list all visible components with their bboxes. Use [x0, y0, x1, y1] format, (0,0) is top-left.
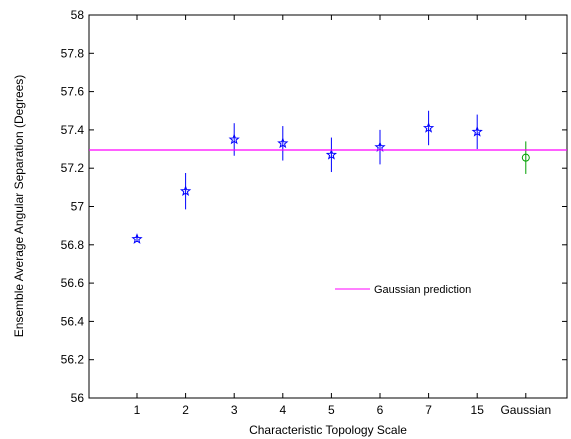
y-tick-label: 56.8	[61, 238, 85, 252]
y-tick-label: 57	[71, 200, 85, 214]
y-tick-label: 57.6	[61, 85, 85, 99]
legend-label-gaussian-prediction: Gaussian prediction	[374, 284, 471, 296]
y-tick-label: 57.8	[61, 46, 85, 60]
y-tick-label: 57.2	[61, 161, 85, 175]
x-tick-label: 15	[471, 403, 485, 417]
x-tick-label: 1	[134, 403, 141, 417]
x-tick-label: 4	[279, 403, 286, 417]
x-tick-label: Gaussian	[500, 403, 551, 417]
data-point-star	[374, 141, 386, 152]
data-point-star	[228, 133, 240, 145]
data-point-star	[179, 185, 192, 196]
y-tick-label: 56.6	[61, 276, 85, 290]
data-point-star	[471, 125, 483, 137]
x-tick-label: 7	[425, 403, 432, 417]
x-tick-label: 5	[328, 403, 335, 417]
y-tick-label: 57.4	[61, 123, 85, 137]
data-point-star	[422, 122, 435, 133]
y-tick-label: 58	[71, 8, 85, 22]
y-tick-label: 56.2	[61, 353, 85, 367]
y-tick-label: 56.4	[61, 314, 85, 328]
x-tick-label: 2	[182, 403, 189, 417]
data-point-circle	[521, 153, 530, 162]
data-point-star	[131, 233, 143, 244]
plot-area	[88, 14, 568, 399]
legend: Gaussian prediction	[335, 284, 471, 296]
x-tick-label: 6	[377, 403, 384, 417]
x-axis-title: Characteristic Topology Scale	[249, 423, 407, 437]
data-marks	[89, 110, 567, 244]
y-tick-label: 56	[71, 391, 85, 405]
x-tick-label: 3	[231, 403, 238, 417]
data-point-star	[325, 148, 338, 160]
y-axis-title: Ensemble Average Angular Separation (Deg…	[12, 75, 26, 338]
data-point-star	[277, 137, 289, 149]
